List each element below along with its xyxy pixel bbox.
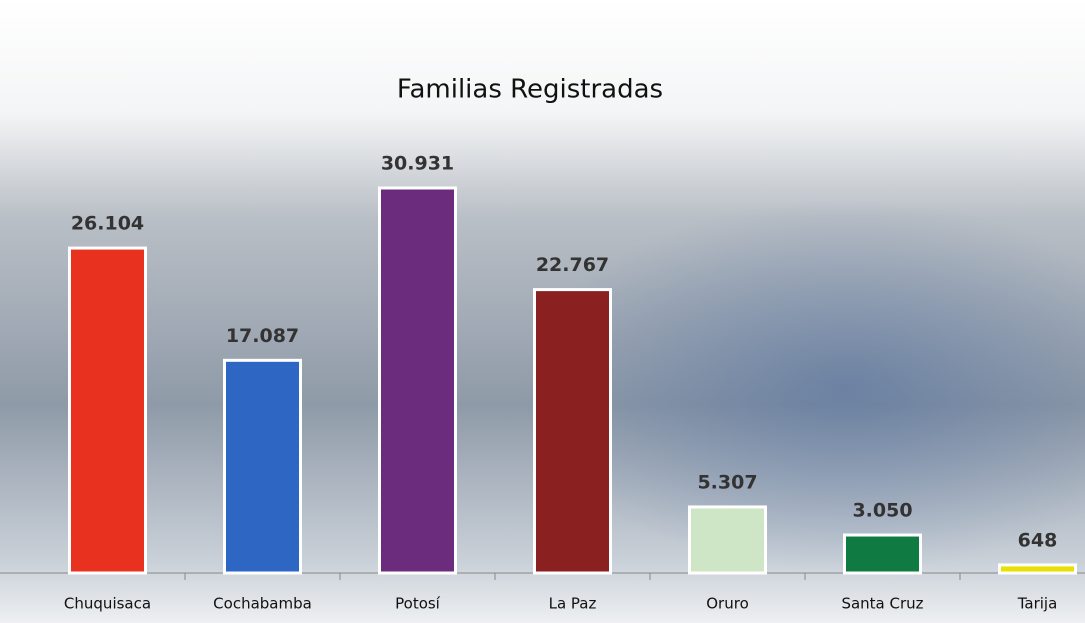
- chart-title: Familias Registradas: [397, 75, 663, 105]
- data-label: 30.931: [381, 153, 454, 175]
- data-label: 5.307: [697, 471, 757, 493]
- bar: [378, 186, 457, 575]
- data-label: 22.767: [536, 254, 609, 276]
- x-tick-label: Chuquisaca: [64, 595, 151, 613]
- data-label: 17.087: [226, 325, 299, 347]
- bar: [688, 505, 767, 575]
- bar: [843, 533, 922, 575]
- x-tick-label: La Paz: [549, 595, 597, 613]
- bar: [68, 246, 147, 575]
- x-tick-label: Potosí: [395, 595, 441, 613]
- data-label: 26.104: [71, 213, 144, 235]
- x-tick-label: Oruro: [706, 595, 749, 613]
- bar: [998, 563, 1077, 575]
- x-tick-label: Cochabamba: [213, 595, 312, 613]
- data-label: 648: [1018, 529, 1058, 551]
- x-tick-label: Santa Cruz: [841, 595, 923, 613]
- bar: [223, 358, 302, 575]
- x-tick-label: Tarija: [1017, 595, 1058, 613]
- bar: [533, 288, 612, 575]
- data-label: 3.050: [852, 500, 912, 522]
